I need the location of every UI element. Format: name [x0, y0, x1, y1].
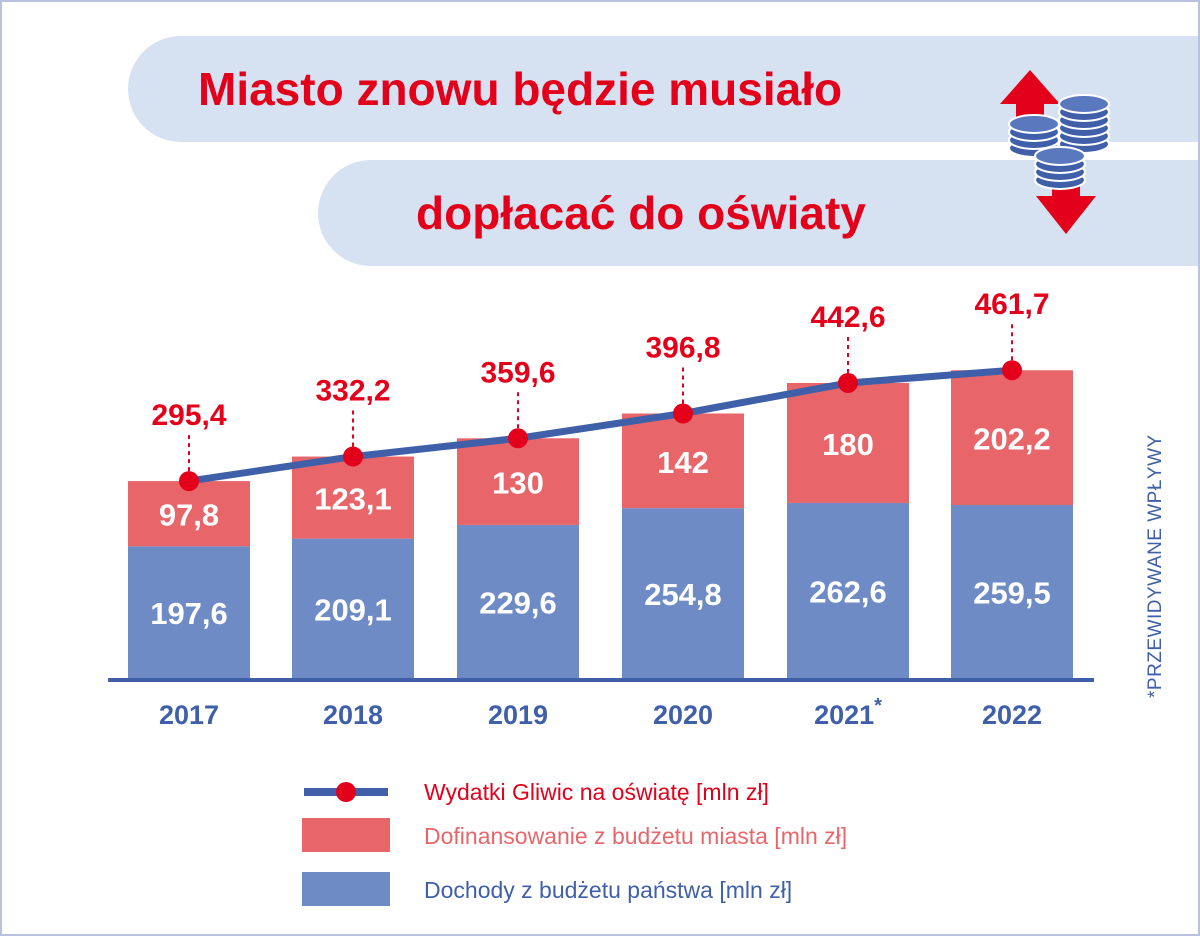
data-label-state-2021*: 262,6: [809, 574, 887, 609]
bar-city-2018: [292, 456, 414, 539]
legend-label-state-income: Dochody z budżetu państwa [mln zł]: [424, 877, 793, 903]
data-label-city-2020: 142: [657, 445, 709, 480]
data-label-state-2019: 229,6: [479, 585, 557, 620]
data-label-total-2017: 295,4: [151, 399, 226, 432]
data-label-city-2019: 130: [492, 466, 544, 501]
bar-city-2021*: [787, 382, 909, 503]
data-label-total-2021*: 442,6: [810, 301, 885, 334]
line-total-expenses: [188, 366, 1013, 485]
data-label-total-2022: 461,7: [974, 288, 1049, 321]
data-label-city-2017: 97,8: [159, 498, 219, 533]
data-label-state-2022: 259,5: [973, 576, 1051, 611]
x-tick-label-2019: 2019: [488, 700, 548, 730]
data-label-state-2018: 209,1: [314, 592, 392, 627]
title-line-2: dopłacać do oświaty: [416, 187, 866, 239]
bar-state-2020: [622, 508, 744, 678]
coins-with-up-down-arrows-icon: [1000, 70, 1110, 234]
data-label-city-2022: 202,2: [973, 422, 1051, 457]
legend-swatch-state: [302, 872, 390, 906]
bar-state-2019: [457, 524, 579, 678]
x-tick-label-2021: 2021*: [814, 695, 882, 730]
data-label-state-2017: 197,6: [150, 596, 228, 631]
point-total-2019: [508, 428, 528, 449]
bar-state-2021*: [787, 502, 909, 678]
point-total-2022: [1002, 360, 1022, 381]
x-tick-label-2020: 2020: [653, 700, 713, 730]
legend-item-expenses: Wydatki Gliwic na oświatę [mln zł]: [302, 772, 1022, 812]
legend-label-city-funding: Dofinansowanie z budżetu miasta [mln zł]: [424, 823, 848, 849]
bar-city-2020: [622, 413, 744, 509]
legend-swatch-city: [302, 818, 390, 852]
data-label-total-2020: 396,8: [645, 331, 720, 364]
legend-item-city-funding: Dofinansowanie z budżetu miasta [mln zł]: [302, 816, 1022, 856]
point-total-2021*: [838, 372, 858, 393]
x-tick-label-2017: 2017: [159, 700, 219, 730]
data-label-city-2021*: 180: [822, 427, 874, 462]
bar-state-2018: [292, 538, 414, 678]
title-line-1: Miasto znowu będzie musiało: [198, 63, 843, 115]
x-tick-label-2022: 2022: [982, 700, 1042, 730]
data-label-state-2020: 254,8: [644, 577, 722, 612]
legend-item-state-income: Dochody z budżetu państwa [mln zł]: [302, 870, 1022, 910]
bar-city-2017: [128, 481, 250, 547]
point-total-2017: [179, 471, 199, 492]
bar-state-2017: [128, 546, 250, 678]
legend-line-marker-icon: [304, 782, 388, 802]
point-total-2020: [673, 403, 693, 424]
legend-label-expenses: Wydatki Gliwic na oświatę [mln zł]: [424, 779, 769, 805]
data-label-city-2018: 123,1: [314, 482, 392, 517]
data-label-total-2018: 332,2: [315, 375, 390, 408]
bar-city-2022: [951, 370, 1073, 506]
data-label-total-2019: 359,6: [480, 356, 555, 389]
bar-state-2022: [951, 505, 1073, 678]
footnote-forecast: *PRZEWIDYWANE WPŁYWY: [1145, 434, 1166, 698]
point-total-2018: [343, 446, 363, 467]
x-tick-label-2018: 2018: [323, 700, 383, 730]
bar-city-2019: [457, 438, 579, 525]
